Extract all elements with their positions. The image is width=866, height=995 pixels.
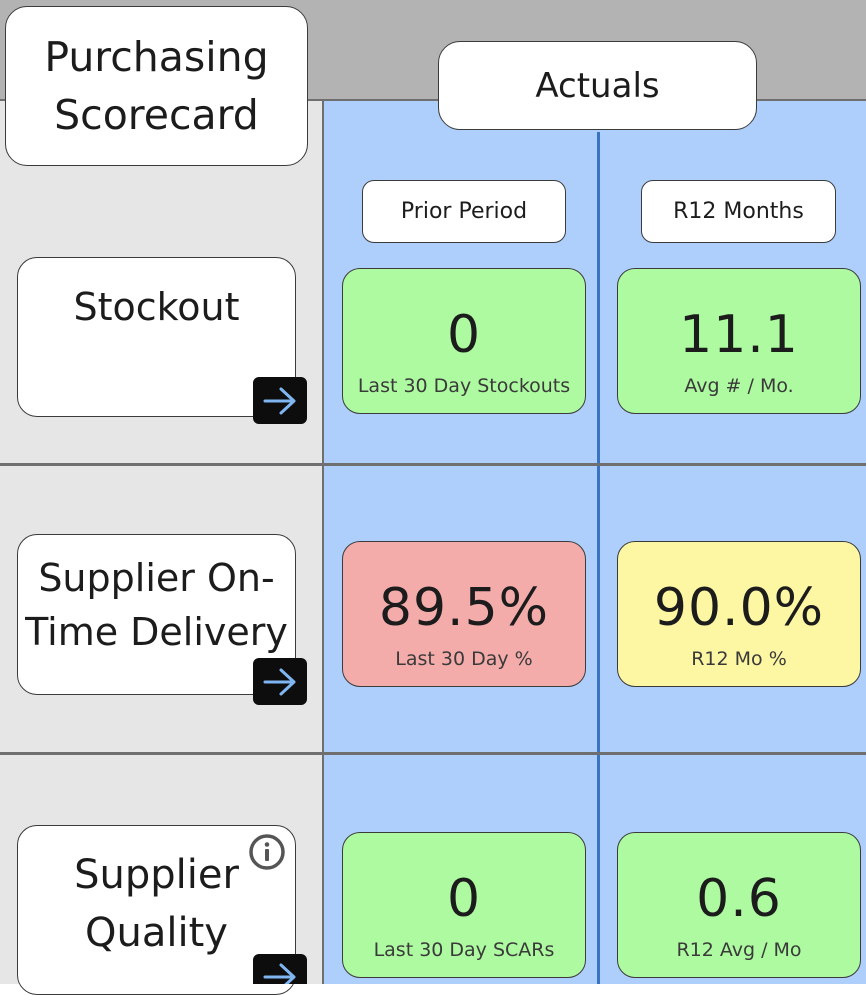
kpi-caption: Last 30 Day % [395,648,533,670]
arrow-right-icon [263,963,296,984]
kpi-on-time-delivery-prior: 89.5% Last 30 Day % [342,541,586,687]
kpi-value: 0 [446,869,482,929]
kpi-caption: R12 Avg / Mo [676,939,802,961]
kpi-value: 11.1 [679,305,799,365]
row-divider-2 [0,752,866,755]
actuals-title: Actuals [535,65,660,106]
kpi-caption: Last 30 Day SCARs [373,939,555,961]
kpi-supplier-quality-r12: 0.6 R12 Avg / Mo [617,832,861,978]
column-header-r12-months: R12 Months [641,180,836,243]
kpi-stockout-r12: 11.1 Avg # / Mo. [617,268,861,414]
arrow-right-icon [263,387,296,414]
kpi-supplier-quality-prior: 0 Last 30 Day SCARs [342,832,586,978]
kpi-value: 89.5% [378,578,550,638]
metric-stockout[interactable]: Stockout [17,257,296,417]
row-divider-top [0,99,866,101]
column-header-prior-period: Prior Period [362,180,566,243]
metric-label: Supplier On-Time Delivery [25,556,288,654]
supplier-quality-info-button[interactable] [247,832,287,872]
on-time-delivery-drilldown-button[interactable] [253,658,307,705]
actuals-header: Actuals [438,41,757,130]
kpi-value: 90.0% [653,578,825,638]
kpi-on-time-delivery-r12: 90.0% R12 Mo % [617,541,861,687]
metric-supplier-on-time-delivery[interactable]: Supplier On-Time Delivery [17,534,296,695]
kpi-caption: Last 30 Day Stockouts [357,375,571,397]
page-title: Purchasing Scorecard [44,33,269,139]
metric-label: Stockout [73,285,240,329]
kpi-stockout-prior: 0 Last 30 Day Stockouts [342,268,586,414]
row-divider-1 [0,463,866,466]
arrow-right-icon [263,668,296,695]
info-icon [249,834,285,870]
actuals-column-divider [597,132,600,984]
kpi-caption: Avg # / Mo. [684,375,794,397]
kpi-value: 0.6 [696,869,782,929]
kpi-value: 0 [446,305,482,365]
stockout-drilldown-button[interactable] [253,377,307,424]
scorecard-title: Purchasing Scorecard [5,6,308,166]
metric-label: Supplier Quality [74,852,239,956]
supplier-quality-drilldown-button[interactable] [253,954,307,984]
kpi-caption: R12 Mo % [691,648,787,670]
column-divider [322,100,324,984]
